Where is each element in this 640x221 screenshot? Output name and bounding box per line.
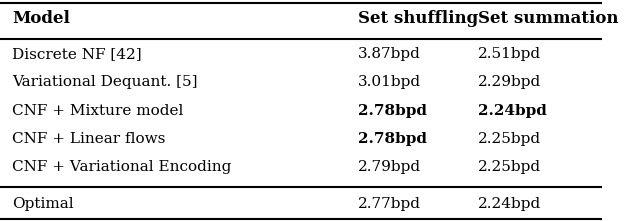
Text: 2.24bpd: 2.24bpd (478, 197, 541, 211)
Text: 3.87bpd: 3.87bpd (358, 47, 420, 61)
Text: Variational Dequant. [5]: Variational Dequant. [5] (12, 75, 198, 90)
Text: 2.29bpd: 2.29bpd (478, 75, 541, 90)
Text: Discrete NF [42]: Discrete NF [42] (12, 47, 141, 61)
Text: Set shuffling: Set shuffling (358, 10, 478, 27)
Text: 2.77bpd: 2.77bpd (358, 197, 420, 211)
Text: CNF + Variational Encoding: CNF + Variational Encoding (12, 160, 232, 174)
Text: CNF + Linear flows: CNF + Linear flows (12, 132, 165, 146)
Text: 3.01bpd: 3.01bpd (358, 75, 421, 90)
Text: 2.79bpd: 2.79bpd (358, 160, 421, 174)
Text: 2.25bpd: 2.25bpd (478, 160, 541, 174)
Text: Model: Model (12, 10, 70, 27)
Text: 2.78bpd: 2.78bpd (358, 132, 427, 146)
Text: 2.24bpd: 2.24bpd (478, 104, 547, 118)
Text: Set summation: Set summation (478, 10, 618, 27)
Text: 2.51bpd: 2.51bpd (478, 47, 541, 61)
Text: Optimal: Optimal (12, 197, 74, 211)
Text: 2.25bpd: 2.25bpd (478, 132, 541, 146)
Text: 2.78bpd: 2.78bpd (358, 104, 427, 118)
Text: CNF + Mixture model: CNF + Mixture model (12, 104, 184, 118)
